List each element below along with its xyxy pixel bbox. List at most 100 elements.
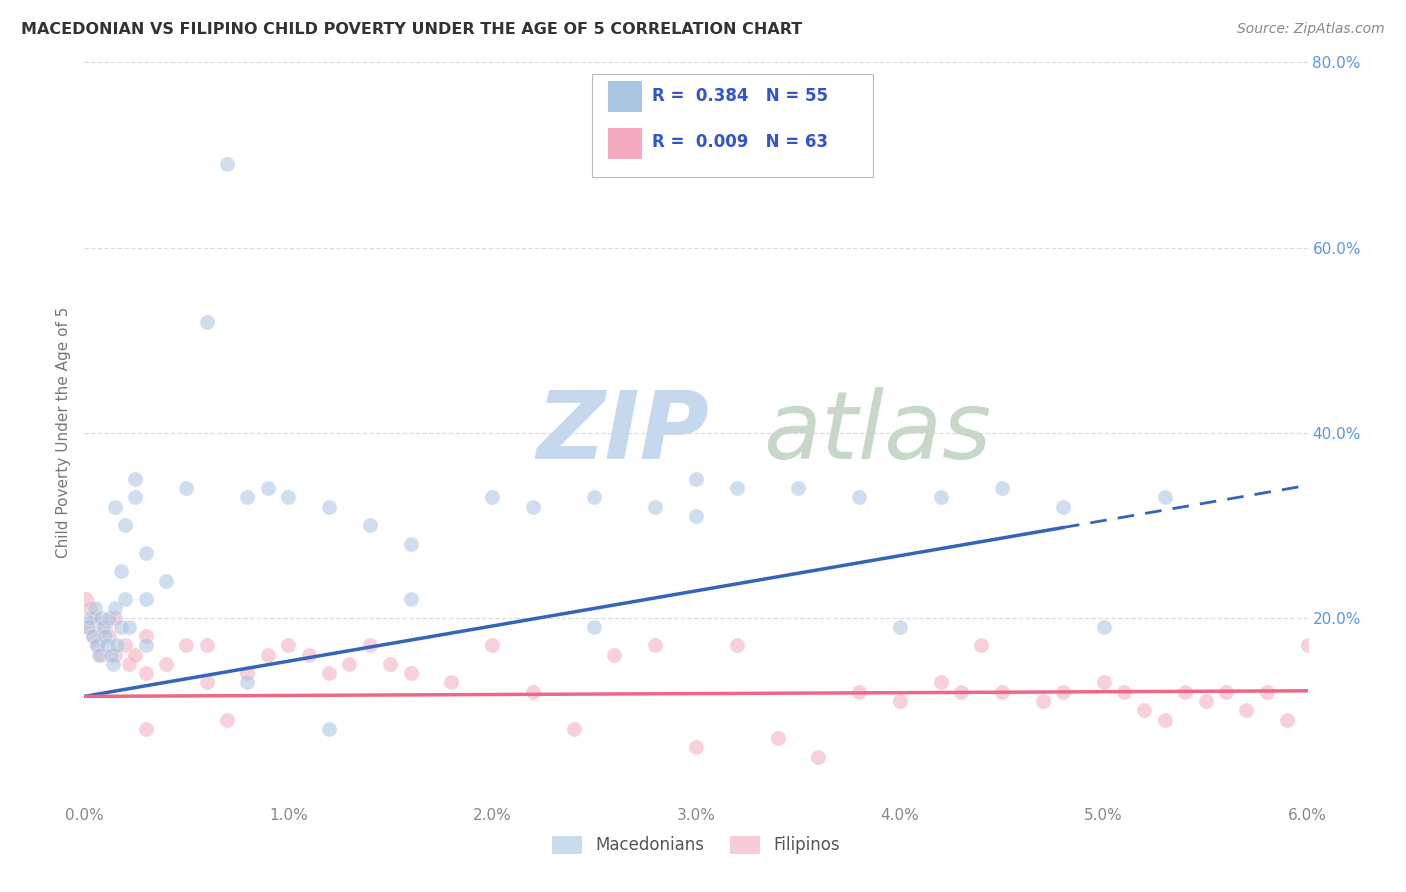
Point xyxy=(75,592,97,607)
Point xyxy=(1317,694,1340,708)
Point xyxy=(124,472,146,486)
Point xyxy=(90,610,112,624)
Point xyxy=(929,675,952,690)
Point xyxy=(91,620,114,634)
Point xyxy=(114,639,136,653)
Point xyxy=(93,620,117,634)
Point xyxy=(135,546,157,560)
Point xyxy=(105,639,128,653)
Point xyxy=(1236,703,1258,717)
Point xyxy=(644,639,666,653)
Point xyxy=(644,500,666,514)
Text: atlas: atlas xyxy=(763,387,991,478)
Point xyxy=(83,601,105,615)
Point xyxy=(1296,639,1319,653)
Point xyxy=(440,675,463,690)
Point xyxy=(889,620,911,634)
Text: ZIP: ZIP xyxy=(537,386,710,479)
Point xyxy=(603,648,626,662)
Point xyxy=(104,648,127,662)
Point xyxy=(583,491,606,505)
Point xyxy=(1256,685,1278,699)
Point xyxy=(1277,713,1299,727)
Point xyxy=(257,481,280,495)
Point xyxy=(257,648,280,662)
Y-axis label: Child Poverty Under the Age of 5: Child Poverty Under the Age of 5 xyxy=(56,307,72,558)
FancyBboxPatch shape xyxy=(607,128,643,159)
Point xyxy=(1052,500,1074,514)
Point xyxy=(1174,685,1197,699)
Point xyxy=(277,491,299,505)
Point xyxy=(195,675,218,690)
Point xyxy=(685,508,707,523)
Point xyxy=(100,648,122,662)
Point xyxy=(766,731,789,745)
Point xyxy=(1337,722,1360,736)
Point xyxy=(77,620,100,634)
Point xyxy=(77,620,100,634)
Point xyxy=(236,675,259,690)
Point xyxy=(1215,685,1237,699)
Point xyxy=(114,518,136,533)
Point xyxy=(96,639,118,653)
Point xyxy=(359,518,381,533)
FancyBboxPatch shape xyxy=(592,73,873,178)
Point xyxy=(1154,491,1177,505)
Point xyxy=(318,722,340,736)
Point xyxy=(481,639,503,653)
Point xyxy=(807,749,830,764)
Point xyxy=(118,620,141,634)
Point xyxy=(217,713,239,727)
Point xyxy=(685,472,707,486)
Text: R =  0.009   N = 63: R = 0.009 N = 63 xyxy=(652,134,828,152)
Point xyxy=(97,629,120,643)
Point xyxy=(1195,694,1218,708)
Point xyxy=(787,481,810,495)
Point xyxy=(236,666,259,681)
Point xyxy=(725,639,748,653)
Point xyxy=(1032,694,1054,708)
Point xyxy=(135,639,157,653)
Point xyxy=(86,639,108,653)
Point xyxy=(82,629,104,643)
Point xyxy=(318,666,340,681)
Point xyxy=(110,565,132,579)
Point xyxy=(236,491,259,505)
Point xyxy=(104,610,127,624)
Point xyxy=(135,629,157,643)
Point xyxy=(79,601,101,615)
Point xyxy=(562,722,585,736)
Point xyxy=(848,685,870,699)
Point xyxy=(97,610,120,624)
Text: R =  0.384   N = 55: R = 0.384 N = 55 xyxy=(652,87,828,104)
Point xyxy=(93,629,117,643)
Point xyxy=(110,620,132,634)
Point xyxy=(124,648,146,662)
Point xyxy=(114,592,136,607)
Point xyxy=(1154,713,1177,727)
Point xyxy=(1133,703,1156,717)
Point xyxy=(101,657,124,671)
Point xyxy=(339,657,361,671)
Point xyxy=(1092,620,1115,634)
Point xyxy=(1114,685,1136,699)
Point xyxy=(155,657,177,671)
Point xyxy=(90,648,112,662)
Point xyxy=(277,639,299,653)
Point xyxy=(176,481,198,495)
Point xyxy=(195,314,218,328)
Legend: Macedonians, Filipinos: Macedonians, Filipinos xyxy=(546,829,846,861)
Point xyxy=(217,157,239,171)
Point xyxy=(380,657,402,671)
Point xyxy=(399,536,422,550)
Point xyxy=(135,722,157,736)
Point xyxy=(522,500,544,514)
Point xyxy=(318,500,340,514)
Point xyxy=(522,685,544,699)
Point xyxy=(991,481,1014,495)
Point xyxy=(399,592,422,607)
Point xyxy=(176,639,198,653)
Point xyxy=(399,666,422,681)
Point xyxy=(929,491,952,505)
Point xyxy=(155,574,177,588)
